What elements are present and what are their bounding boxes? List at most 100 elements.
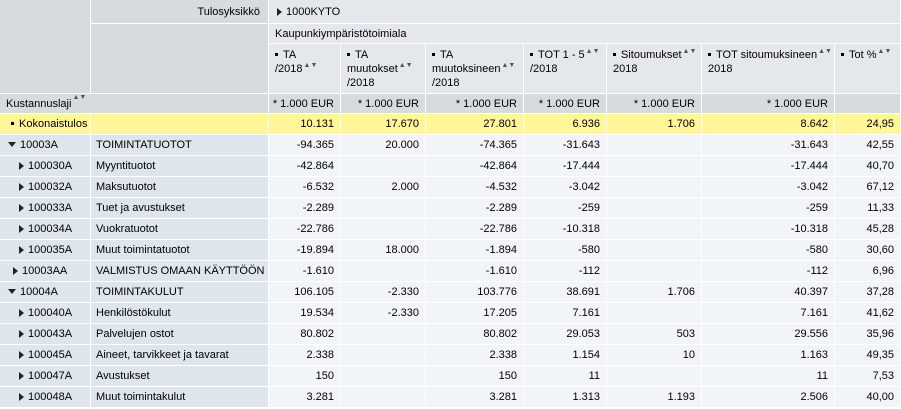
- row-dim-label-cell[interactable]: Kustannuslaji▲▼: [0, 94, 269, 114]
- dim1-label-cell: Tulosyksikkö: [91, 0, 269, 24]
- value-cell: [341, 345, 426, 366]
- col-header-ta-muutoksineen[interactable]: TA muutoksineen▲▼ /2018: [426, 44, 524, 94]
- cell-value: 40,70: [866, 160, 894, 172]
- expand-right-icon[interactable]: [19, 183, 24, 191]
- row-code-cell[interactable]: 100033A: [0, 198, 91, 219]
- unit-cell: * 1.000 EUR: [524, 94, 607, 114]
- value-cell: 11: [524, 366, 607, 387]
- value-cell: -22.786: [269, 219, 341, 240]
- value-cell: 35,96: [835, 324, 901, 345]
- col-header-line1: TA: [440, 49, 454, 61]
- value-cell: 20.000: [341, 135, 426, 156]
- expand-right-icon[interactable]: [13, 267, 18, 275]
- row-code: 100048A: [28, 391, 73, 403]
- row-code: 100045A: [28, 349, 73, 361]
- col-header-tot-sitoumuksineen[interactable]: TOT sitoumuksineen▲▼ 2018: [702, 44, 835, 94]
- row-name-cell: Tuet ja avustukset: [91, 198, 269, 219]
- cell-value: 45,28: [866, 223, 894, 235]
- expand-right-icon[interactable]: [19, 225, 24, 233]
- expand-down-icon[interactable]: [8, 142, 16, 147]
- expand-down-icon[interactable]: [8, 289, 16, 294]
- cell-value: -31.643: [562, 139, 600, 151]
- expand-right-icon[interactable]: [19, 204, 24, 212]
- col-header-line1: Sitoumukset: [621, 49, 682, 61]
- expand-right-icon[interactable]: [19, 162, 24, 170]
- col-header-line2: /2018: [275, 63, 303, 75]
- expand-right-icon[interactable]: [277, 8, 282, 16]
- value-cell: 2.338: [426, 345, 524, 366]
- row-code-cell[interactable]: 100045A: [0, 345, 91, 366]
- bullet-icon: [432, 53, 435, 56]
- row-code-cell[interactable]: 10003AA: [0, 261, 91, 282]
- unit-cell: * 1.000 EUR: [702, 94, 835, 114]
- col-header-tot-percent[interactable]: Tot %▲▼: [835, 44, 901, 94]
- row-code-cell[interactable]: 100043A: [0, 324, 91, 345]
- value-cell: -31.643: [524, 135, 607, 156]
- expand-right-icon[interactable]: [19, 393, 24, 401]
- sort-icon[interactable]: ▲▼: [818, 48, 832, 55]
- value-cell: -2.289: [426, 198, 524, 219]
- sort-icon[interactable]: ▲▼: [585, 48, 600, 55]
- row-code-cell[interactable]: 100047A: [0, 366, 91, 387]
- row-code-cell[interactable]: 100034A: [0, 219, 91, 240]
- value-cell: 1.706: [607, 282, 702, 303]
- cell-value: 150: [315, 370, 334, 382]
- cell-value: 42,55: [866, 139, 894, 151]
- value-cell: 2.338: [269, 345, 341, 366]
- cell-value: -580: [805, 244, 828, 256]
- cell-value: 106.105: [294, 286, 334, 298]
- value-cell: 150: [426, 366, 524, 387]
- col-header-tot[interactable]: TOT 1 - 5▲▼ /2018: [524, 44, 607, 94]
- row-name-cell: Aineet, tarvikkeet ja tavarat: [91, 345, 269, 366]
- value-cell: 45,28: [835, 219, 901, 240]
- expand-right-icon[interactable]: [19, 246, 24, 254]
- value-cell: 150: [269, 366, 341, 387]
- dim1-value-cell[interactable]: 1000KYTO: [269, 0, 901, 24]
- sort-icon[interactable]: ▲▼: [303, 62, 318, 69]
- expand-right-icon[interactable]: [19, 372, 24, 380]
- cell-value: 40.397: [794, 286, 828, 298]
- col-header-sitoumukset[interactable]: Sitoumukset▲▼ 2018: [607, 44, 702, 94]
- sort-icon[interactable]: ▲▼: [682, 48, 697, 55]
- row-dim-label: Kustannuslaji: [6, 98, 72, 110]
- expand-right-icon[interactable]: [19, 351, 24, 359]
- cell-value: 8.642: [800, 118, 828, 130]
- col-header-ta[interactable]: TA /2018▲▼: [269, 44, 341, 94]
- cell-value: -580: [577, 244, 600, 256]
- sort-icon[interactable]: ▲▼: [398, 62, 413, 69]
- row-name-cell: TOIMINTATUOTOT: [91, 135, 269, 156]
- value-cell: -3.042: [702, 177, 835, 198]
- row-code-cell[interactable]: 100040A: [0, 303, 91, 324]
- value-cell: -42.864: [426, 156, 524, 177]
- cell-value: -6.532: [302, 181, 334, 193]
- col-header-ta-muutokset[interactable]: TA muutokset▲▼ /2018: [341, 44, 426, 94]
- row-code-cell[interactable]: 10004A: [0, 282, 91, 303]
- value-cell: [341, 219, 426, 240]
- value-cell: -112: [702, 261, 835, 282]
- sort-icon[interactable]: ▲▼: [877, 48, 892, 55]
- col-header-line3: /2018: [347, 77, 375, 89]
- row-code-cell[interactable]: 100048A: [0, 387, 91, 408]
- row-code-cell[interactable]: 10003A: [0, 135, 91, 156]
- cell-value: -17.444: [790, 160, 828, 172]
- row-name: TOIMINTAKULUT: [96, 286, 184, 298]
- row-code-cell[interactable]: 100035A: [0, 240, 91, 261]
- cell-value: -22.786: [479, 223, 517, 235]
- dim1-filler: [91, 24, 269, 94]
- row-name-cell: Muut toimintakulut: [91, 387, 269, 408]
- value-cell: -10.318: [524, 219, 607, 240]
- row-code-cell[interactable]: 100030A: [0, 156, 91, 177]
- sort-icon[interactable]: ▲▼: [72, 94, 87, 101]
- sort-icon[interactable]: ▲▼: [501, 62, 516, 69]
- expand-right-icon[interactable]: [19, 309, 24, 317]
- value-cell: 30,60: [835, 240, 901, 261]
- value-cell: -112: [524, 261, 607, 282]
- row-code-cell[interactable]: 100032A: [0, 177, 91, 198]
- value-cell: -3.042: [524, 177, 607, 198]
- cell-value: -10.318: [562, 223, 600, 235]
- expand-right-icon[interactable]: [19, 330, 24, 338]
- row-code-cell[interactable]: Kokonaistulos: [0, 114, 91, 135]
- value-cell: 10.131: [269, 114, 341, 135]
- row-name-cell: Vuokratuotot: [91, 219, 269, 240]
- value-cell: 80.802: [426, 324, 524, 345]
